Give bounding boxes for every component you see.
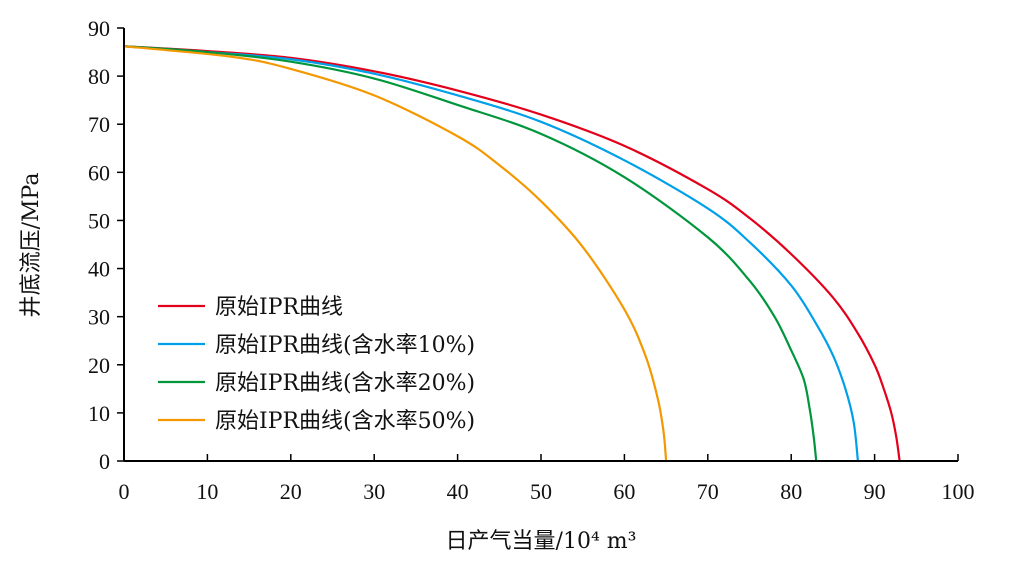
y-tick-label: 70 <box>88 112 110 137</box>
y-tick-label: 20 <box>88 353 110 378</box>
x-tick-label: 20 <box>280 479 302 504</box>
series-line-2 <box>122 45 860 463</box>
y-tick-label: 10 <box>88 401 110 426</box>
x-axis-title: 日产气当量/10⁴ m³ <box>446 529 637 554</box>
legend-label: 原始IPR曲线(含水率50%) <box>215 409 475 434</box>
y-tick-label: 60 <box>88 160 110 185</box>
legend-label: 原始IPR曲线 <box>215 295 343 320</box>
x-tick-label: 50 <box>530 479 552 504</box>
y-tick-label: 80 <box>88 64 110 89</box>
x-tick-label: 30 <box>363 479 385 504</box>
y-tick-label: 50 <box>88 208 110 233</box>
series-layer <box>122 45 901 463</box>
x-tick-label: 90 <box>864 479 886 504</box>
legend-label: 原始IPR曲线(含水率20%) <box>215 371 475 396</box>
y-tick-label: 40 <box>88 257 110 282</box>
x-tick-label: 10 <box>196 479 218 504</box>
axes-layer <box>117 27 959 462</box>
x-tick-label: 100 <box>942 479 975 504</box>
series-line-4 <box>122 45 668 463</box>
series-line-1 <box>122 45 901 463</box>
x-tick-label: 0 <box>119 479 130 504</box>
x-tick-label: 80 <box>780 479 802 504</box>
y-tick-label: 30 <box>88 305 110 330</box>
x-tick-label: 60 <box>613 479 635 504</box>
series-line-3 <box>122 45 818 463</box>
legend-label: 原始IPR曲线(含水率10%) <box>215 333 475 358</box>
y-tick-label: 90 <box>88 16 110 41</box>
y-tick-label: 0 <box>99 449 110 474</box>
x-tick-label: 40 <box>447 479 469 504</box>
y-axis-title: 井底流压/MPa <box>19 173 44 318</box>
tick-labels: 0 10 20 30 40 50 60 70 80 90 0 10 20 30 40 50 60 70 80 90 10… <box>88 16 975 504</box>
x-tick-label: 70 <box>697 479 719 504</box>
